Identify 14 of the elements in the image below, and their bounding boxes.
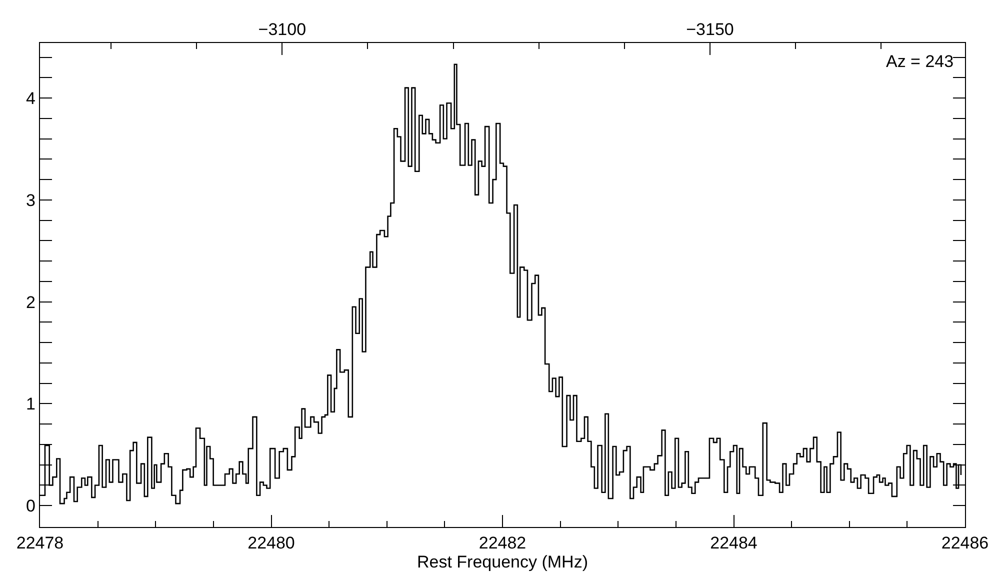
annotation: Az = 243: [886, 52, 954, 71]
y-tick-label: 0: [26, 496, 36, 516]
x-tick-label: 22486: [941, 534, 989, 553]
y-tick-label: 3: [26, 190, 36, 210]
x-tick-label: 22484: [710, 534, 758, 553]
x-tick-label: 22482: [478, 534, 526, 553]
x2-tick-label: −3150: [686, 20, 734, 40]
y-tick-label: 2: [26, 292, 36, 312]
x-tick-label: 22478: [16, 534, 64, 553]
y-tick-label: 4: [26, 88, 36, 108]
x2-tick-label: −3100: [258, 20, 306, 40]
y-tick-label: 1: [26, 394, 36, 414]
x-axis-title: Rest Frequency (MHz): [417, 552, 588, 572]
x-tick-label: 22480: [248, 534, 295, 553]
